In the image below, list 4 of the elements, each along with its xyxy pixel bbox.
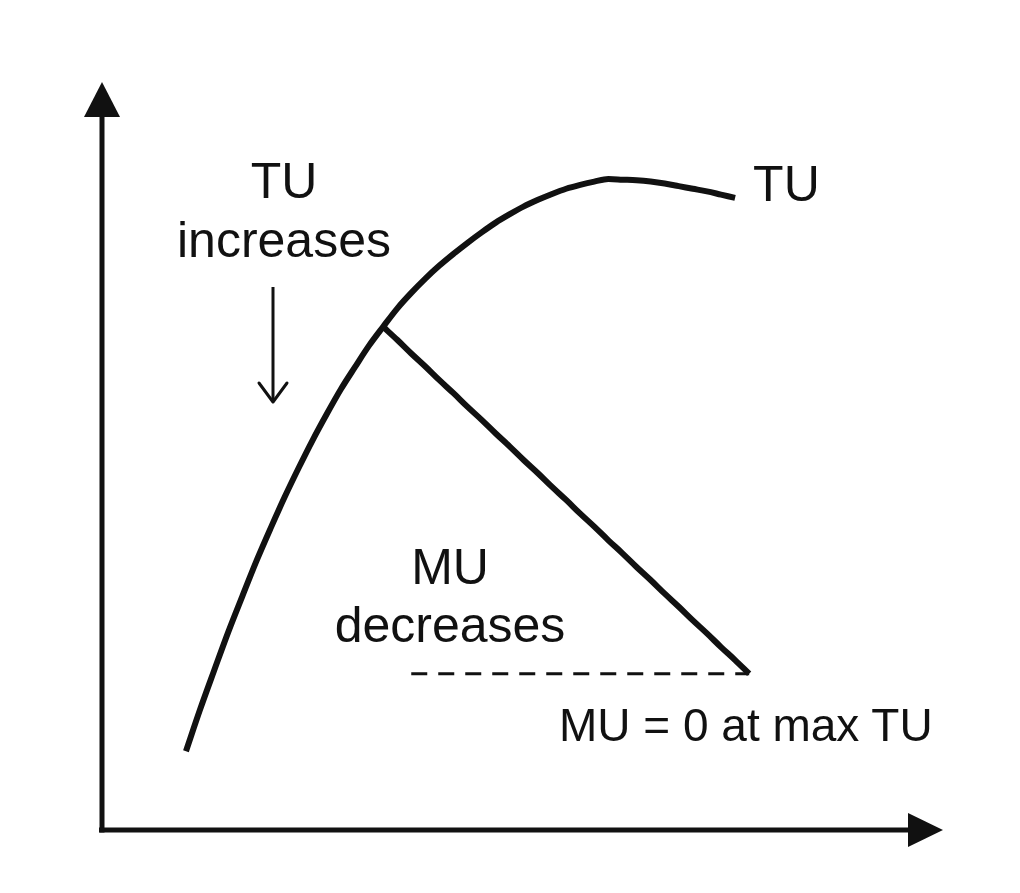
annotation: MU decreases xyxy=(334,539,566,653)
annotation: MU = 0 at max TU xyxy=(559,699,933,751)
series-label: TU xyxy=(753,155,820,212)
annotation: TU increases xyxy=(177,153,391,268)
